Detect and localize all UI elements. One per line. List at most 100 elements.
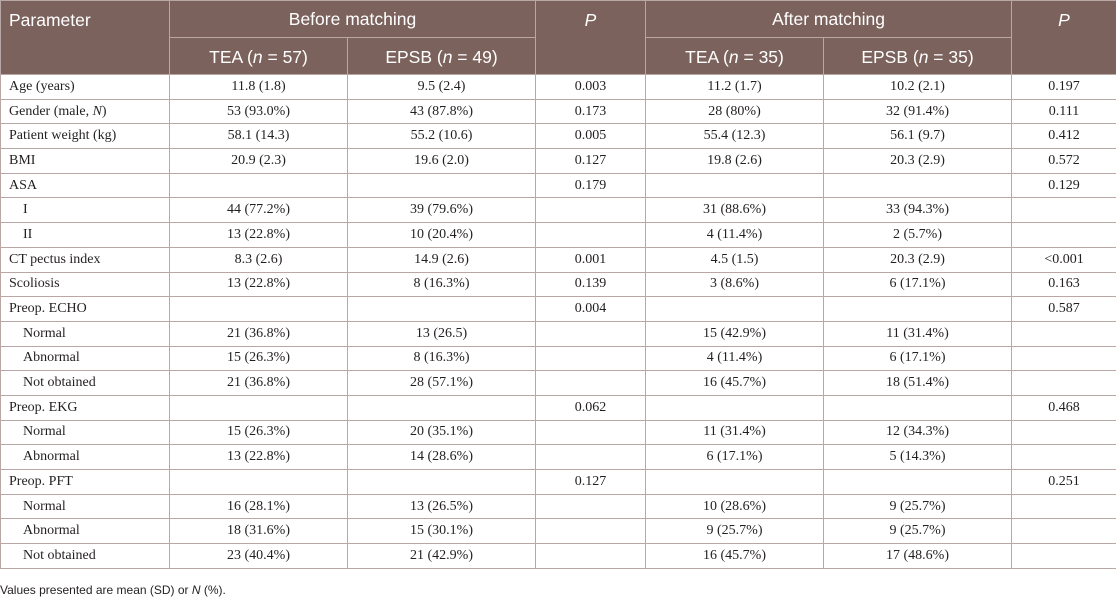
tea-after-cell: [645, 296, 824, 322]
tea-before-cell: 23 (40.4%): [169, 543, 348, 569]
row-label: Normal: [0, 419, 170, 446]
table-row: BMI 20.9 (2.3) 19.6 (2.0) 0.127 19.8 (2.…: [0, 148, 1116, 174]
tea-before-cell: [169, 296, 348, 322]
tea-before-cell: 53 (93.0%): [169, 98, 348, 125]
epsb-before-cell: 15 (30.1%): [347, 518, 536, 545]
tea-after-cell: 11.2 (1.7): [645, 74, 824, 100]
tea-before-cell: 18 (31.6%): [169, 518, 348, 545]
epsb-after-cell: 10.2 (2.1): [822, 74, 1013, 100]
tea-after-cell: 4.5 (1.5): [645, 246, 824, 273]
row-label: BMI: [0, 148, 170, 174]
epsb-after-cell: 20.3 (2.9): [822, 148, 1013, 174]
row-label: Scoliosis: [0, 271, 170, 298]
tea-after-cell: 10 (28.6%): [645, 493, 824, 520]
epsb-after-cell: [822, 469, 1013, 495]
epsb-after-cell: 20.3 (2.9): [822, 246, 1013, 273]
epsb-before-cell: [347, 172, 536, 199]
p-before-cell: 0.127: [535, 469, 646, 495]
row-label: Preop. ECHO: [0, 296, 170, 322]
tea-before-cell: 15 (26.3%): [169, 345, 348, 372]
epsb-after-cell: 56.1 (9.7): [822, 123, 1013, 150]
tea-after-cell: 4 (11.4%): [645, 345, 824, 372]
tea-before-cell: 13 (22.8%): [169, 444, 348, 470]
tea-after-cell: 28 (80%): [645, 98, 824, 125]
table-row: CT pectus index 8.3 (2.6) 14.9 (2.6) 0.0…: [0, 246, 1116, 273]
p-before-cell: [535, 345, 646, 372]
tea-before-cell: [169, 469, 348, 495]
tea-after-cell: 6 (17.1%): [645, 444, 824, 470]
epsb-after-cell: 5 (14.3%): [822, 444, 1013, 470]
p-after-cell: 0.111: [1011, 98, 1116, 125]
epsb-before-cell: 13 (26.5): [347, 320, 536, 347]
p-before-cell: [535, 543, 646, 569]
p-after-cell: [1011, 345, 1116, 372]
epsb-after-cell: 6 (17.1%): [822, 271, 1013, 298]
p-after-cell: 0.197: [1011, 74, 1116, 100]
row-label: CT pectus index: [0, 246, 170, 273]
table-row: Age (years) 11.8 (1.8) 9.5 (2.4) 0.003 1…: [0, 74, 1116, 100]
table-row: Normal 15 (26.3%) 20 (35.1%) 11 (31.4%) …: [0, 419, 1116, 446]
tea-after-cell: 11 (31.4%): [645, 419, 824, 446]
tea-before-cell: 58.1 (14.3): [169, 123, 348, 150]
tea-before-cell: 11.8 (1.8): [169, 74, 348, 100]
epsb-after-cell: 11 (31.4%): [822, 320, 1013, 347]
row-label: II: [0, 222, 170, 248]
p-after-cell: [1011, 518, 1116, 545]
tea-before-cell: 16 (28.1%): [169, 493, 348, 520]
p-after-cell: 0.129: [1011, 172, 1116, 199]
tea-after-cell: 9 (25.7%): [645, 518, 824, 545]
tea-after-cell: 16 (45.7%): [645, 543, 824, 569]
p-after-cell: 0.587: [1011, 296, 1116, 322]
table-row: Patient weight (kg) 58.1 (14.3) 55.2 (10…: [0, 123, 1116, 150]
tea-after-cell: 31 (88.6%): [645, 197, 824, 224]
epsb-after-cell: 32 (91.4%): [822, 98, 1013, 125]
epsb-before-cell: 10 (20.4%): [347, 222, 536, 248]
row-label: Not obtained: [0, 543, 170, 569]
p-before-cell: [535, 444, 646, 470]
epsb-after-cell: [822, 394, 1013, 421]
p-after-cell: [1011, 444, 1116, 470]
epsb-before-cell: 43 (87.8%): [347, 98, 536, 125]
p-after-cell: 0.468: [1011, 394, 1116, 421]
row-label: Abnormal: [0, 518, 170, 545]
epsb-before-cell: 14.9 (2.6): [347, 246, 536, 273]
epsb-after-cell: 6 (17.1%): [822, 345, 1013, 372]
p-after-cell: [1011, 197, 1116, 224]
p-after-cell: <0.001: [1011, 246, 1116, 273]
tea-after-cell: 19.8 (2.6): [645, 148, 824, 174]
tea-after-cell: [645, 394, 824, 421]
tea-after-cell: [645, 172, 824, 199]
epsb-before-cell: 39 (79.6%): [347, 197, 536, 224]
p-before-cell: 0.005: [535, 123, 646, 150]
tea-before-cell: 21 (36.8%): [169, 370, 348, 396]
row-label: Gender (male, N): [0, 98, 170, 125]
p-after-cell: 0.572: [1011, 148, 1116, 174]
epsb-after-header: EPSB (n = 35): [822, 37, 1013, 75]
tea-after-cell: 3 (8.6%): [645, 271, 824, 298]
table-row: II 13 (22.8%) 10 (20.4%) 4 (11.4%) 2 (5.…: [0, 222, 1116, 248]
p-after-cell: [1011, 370, 1116, 396]
epsb-after-cell: [822, 172, 1013, 199]
after-matching-header: After matching: [644, 0, 1013, 38]
baseline-characteristics-table: Parameter Before matching P After matchi…: [0, 0, 1116, 569]
table-row: Preop. ECHO 0.004 0.587: [0, 296, 1116, 322]
p-after-cell: [1011, 419, 1116, 446]
p-before-cell: [535, 370, 646, 396]
table-row: Not obtained 23 (40.4%) 21 (42.9%) 16 (4…: [0, 543, 1116, 569]
tea-before-cell: 21 (36.8%): [169, 320, 348, 347]
row-label: ASA: [0, 172, 170, 199]
p-before-header: P: [535, 0, 646, 75]
epsb-before-cell: [347, 394, 536, 421]
epsb-before-header: EPSB (n = 49): [347, 37, 536, 75]
table-row: Preop. EKG 0.062 0.468: [0, 394, 1116, 421]
row-label: Abnormal: [0, 444, 170, 470]
header-row-top: Parameter Before matching P After matchi…: [0, 0, 1116, 75]
tea-after-cell: [645, 469, 824, 495]
table-row: I 44 (77.2%) 39 (79.6%) 31 (88.6%) 33 (9…: [0, 197, 1116, 224]
row-label: I: [0, 197, 170, 224]
epsb-before-cell: 14 (28.6%): [347, 444, 536, 470]
tea-before-cell: 13 (22.8%): [169, 271, 348, 298]
epsb-after-cell: 18 (51.4%): [822, 370, 1013, 396]
tea-before-cell: [169, 394, 348, 421]
tea-after-cell: 4 (11.4%): [645, 222, 824, 248]
